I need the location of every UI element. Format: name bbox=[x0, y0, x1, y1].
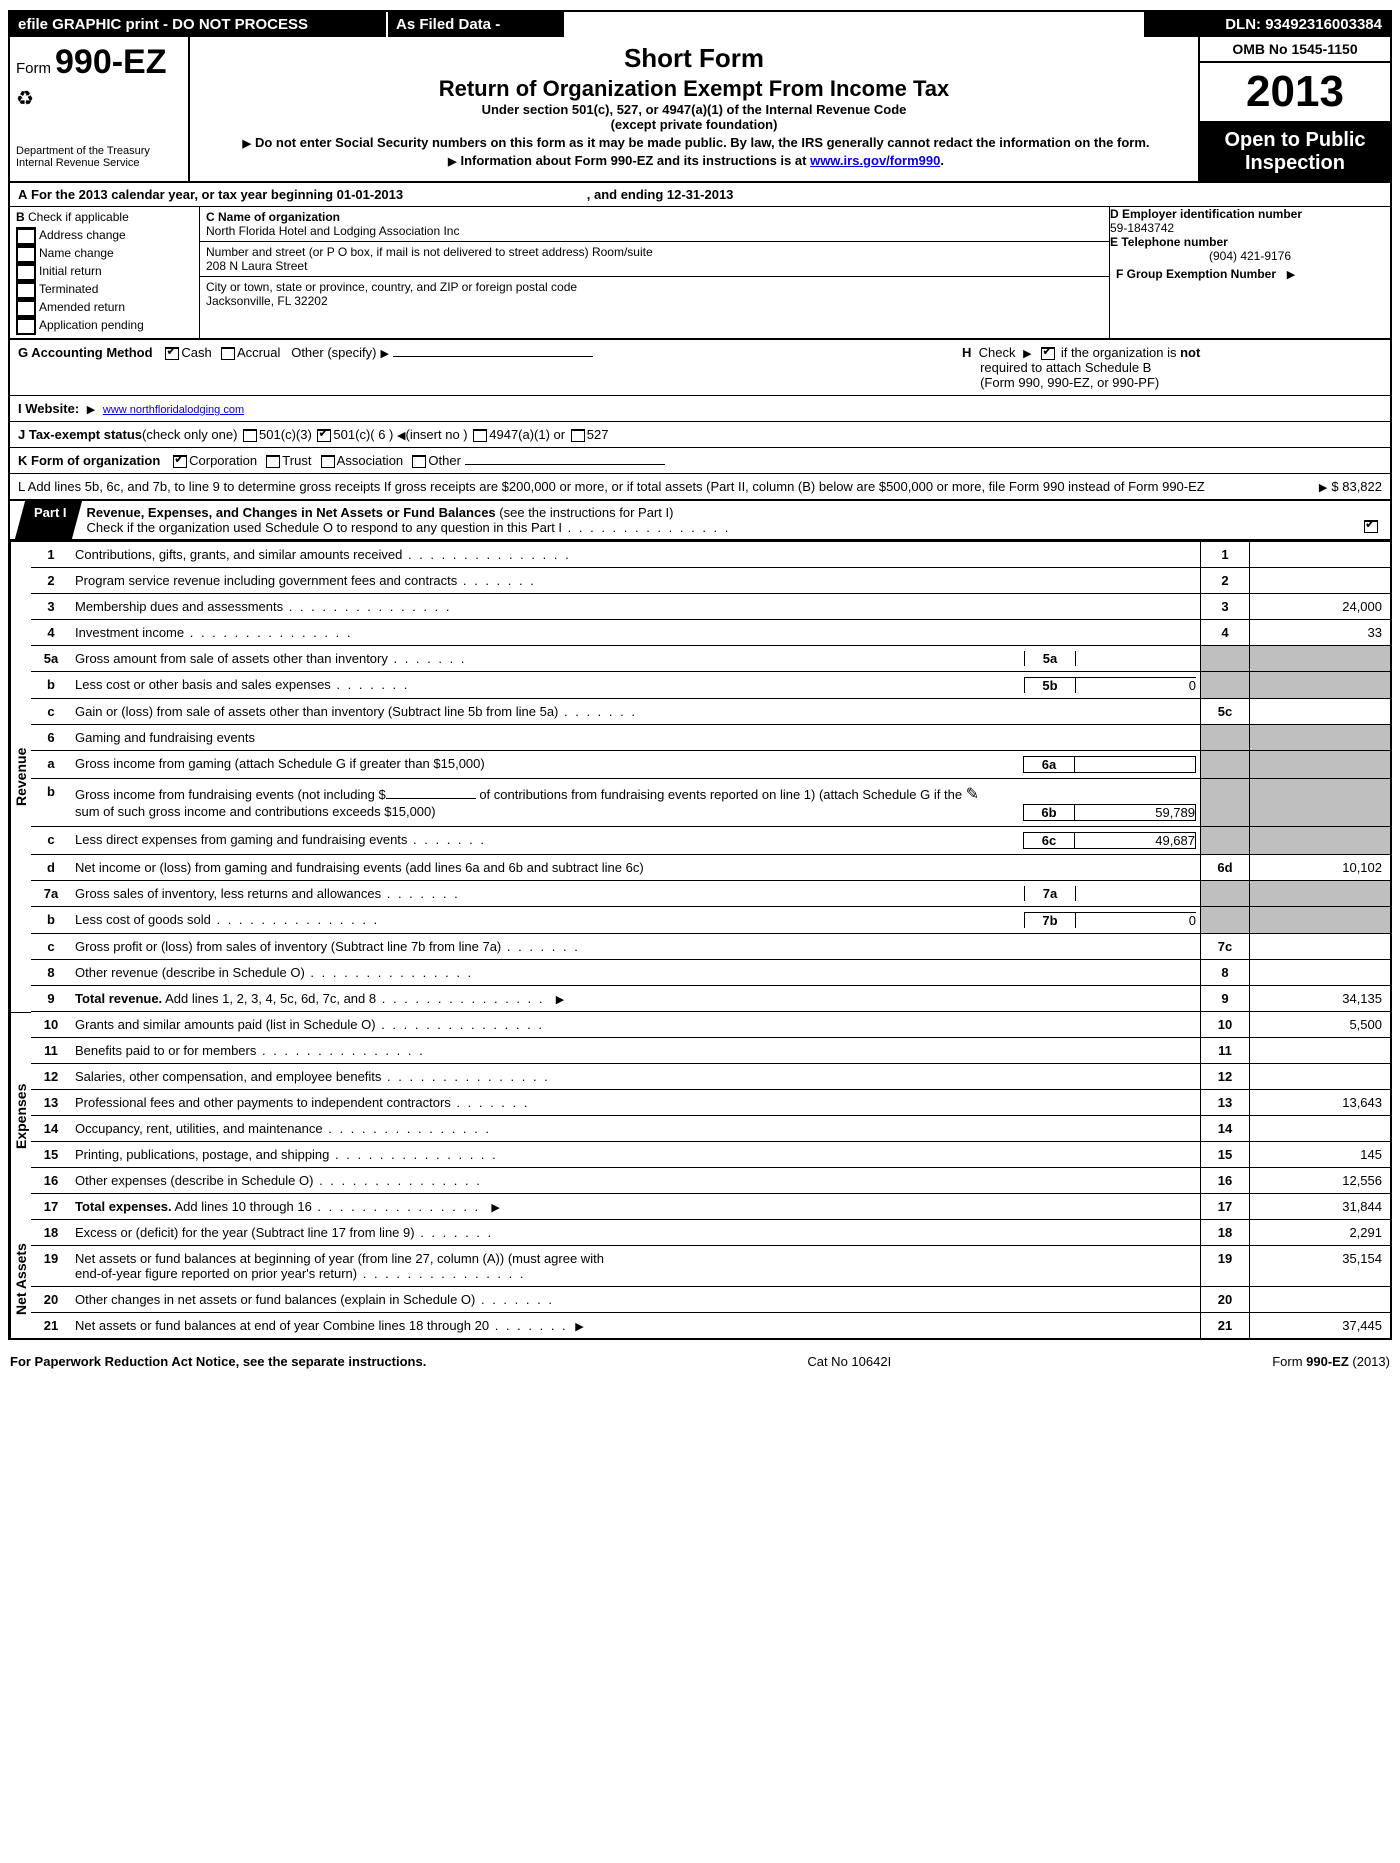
form-word: Form bbox=[16, 60, 51, 77]
chk-cash[interactable] bbox=[165, 347, 179, 360]
dln-text: DLN: 93492316003384 bbox=[1144, 12, 1390, 37]
ein: 59-1843742 bbox=[1110, 221, 1174, 235]
expenses-label: Expenses bbox=[10, 1012, 31, 1220]
except-text: (except private foundation) bbox=[200, 117, 1188, 132]
form-990ez: efile GRAPHIC print - DO NOT PROCESS As … bbox=[8, 10, 1392, 1340]
title-block: Form 990-EZ ♻ Department of the Treasury… bbox=[10, 37, 1390, 183]
val-14 bbox=[1250, 1115, 1390, 1141]
val-15: 145 bbox=[1250, 1141, 1390, 1167]
val-7c bbox=[1250, 933, 1390, 959]
arrow-icon bbox=[444, 153, 460, 168]
efile-text: efile GRAPHIC print - DO NOT PROCESS bbox=[10, 12, 388, 37]
dept-treasury: Department of the Treasury bbox=[16, 145, 182, 157]
line-a: A For the 2013 calendar year, or tax yea… bbox=[10, 183, 1390, 207]
chk-assoc[interactable] bbox=[321, 455, 335, 468]
val-17: 31,844 bbox=[1250, 1193, 1390, 1220]
val-5a bbox=[1075, 651, 1196, 666]
chk-trust[interactable] bbox=[266, 455, 280, 468]
phone: (904) 421-9176 bbox=[1110, 249, 1390, 263]
irs-text: Internal Revenue Service bbox=[16, 157, 182, 169]
val-6b: 59,789 bbox=[1075, 804, 1196, 821]
val-18: 2,291 bbox=[1250, 1220, 1390, 1245]
website-link[interactable]: www northfloridalodging com bbox=[103, 404, 244, 416]
val-16: 12,556 bbox=[1250, 1167, 1390, 1193]
recycle-icon: ♻ bbox=[16, 86, 182, 111]
open-to-public: Open to Public Inspection bbox=[1200, 123, 1390, 181]
part-i-header: Part I Revenue, Expenses, and Changes in… bbox=[10, 499, 1390, 541]
tax-year: 2013 bbox=[1200, 63, 1390, 123]
footer: For Paperwork Reduction Act Notice, see … bbox=[2, 1350, 1398, 1373]
chk-501c3[interactable] bbox=[243, 429, 257, 442]
form-number: 990-EZ bbox=[55, 43, 167, 82]
ssn-warning: Do not enter Social Security numbers on … bbox=[255, 135, 1150, 150]
org-street: 208 N Laura Street bbox=[206, 259, 307, 273]
short-form: Short Form bbox=[200, 43, 1188, 74]
val-6c: 49,687 bbox=[1075, 832, 1196, 849]
chk-501c[interactable] bbox=[317, 429, 331, 442]
chk-terminated[interactable] bbox=[16, 281, 36, 299]
info-text: Information about Form 990-EZ and its in… bbox=[460, 153, 806, 168]
header-info-grid: B Check if applicable Address change Nam… bbox=[10, 207, 1390, 340]
val-5b: 0 bbox=[1075, 677, 1196, 693]
omb-number: OMB No 1545-1150 bbox=[1200, 37, 1390, 63]
chk-other[interactable] bbox=[412, 455, 426, 468]
val-8 bbox=[1250, 959, 1390, 985]
org-name: North Florida Hotel and Lodging Associat… bbox=[206, 224, 459, 238]
arrow-icon bbox=[1283, 267, 1299, 281]
chk-name[interactable] bbox=[16, 245, 36, 263]
b-label: Check if applicable bbox=[28, 210, 129, 224]
netassets-label: Net Assets bbox=[10, 1220, 31, 1338]
val-6d: 10,102 bbox=[1250, 854, 1390, 880]
return-title: Return of Organization Exempt From Incom… bbox=[200, 76, 1188, 102]
chk-schedule-b[interactable] bbox=[1041, 347, 1055, 360]
val-19: 35,154 bbox=[1250, 1245, 1390, 1286]
val-7b: 0 bbox=[1075, 912, 1196, 928]
org-city: Jacksonville, FL 32202 bbox=[206, 294, 328, 308]
chk-schedule-o[interactable] bbox=[1364, 520, 1378, 533]
val-6a bbox=[1075, 756, 1196, 773]
val-11 bbox=[1250, 1037, 1390, 1063]
header-bar: efile GRAPHIC print - DO NOT PROCESS As … bbox=[10, 12, 1390, 37]
val-7a bbox=[1075, 886, 1196, 901]
val-13: 13,643 bbox=[1250, 1089, 1390, 1115]
val-1 bbox=[1250, 541, 1390, 567]
chk-accrual[interactable] bbox=[221, 347, 235, 360]
asfiled-text: As Filed Data - bbox=[388, 12, 564, 37]
revenue-label: Revenue bbox=[10, 541, 31, 1012]
chk-initial[interactable] bbox=[16, 263, 36, 281]
val-5c bbox=[1250, 698, 1390, 724]
val-12 bbox=[1250, 1063, 1390, 1089]
under-section: Under section 501(c), 527, or 4947(a)(1)… bbox=[200, 102, 1188, 117]
val-9: 34,135 bbox=[1250, 985, 1390, 1012]
val-4: 33 bbox=[1250, 619, 1390, 645]
val-10: 5,500 bbox=[1250, 1012, 1390, 1037]
line-l-text: L Add lines 5b, 6c, and 7b, to line 9 to… bbox=[18, 479, 1262, 494]
val-3: 24,000 bbox=[1250, 593, 1390, 619]
val-21: 37,445 bbox=[1250, 1312, 1390, 1338]
chk-4947[interactable] bbox=[473, 429, 487, 442]
gross-receipts: $ 83,822 bbox=[1331, 479, 1382, 494]
chk-527[interactable] bbox=[571, 429, 585, 442]
chk-address[interactable] bbox=[16, 227, 36, 245]
chk-pending[interactable] bbox=[16, 317, 36, 335]
chk-corp[interactable] bbox=[173, 455, 187, 468]
val-2 bbox=[1250, 567, 1390, 593]
val-20 bbox=[1250, 1286, 1390, 1312]
irs-link[interactable]: www.irs.gov/form990 bbox=[810, 153, 940, 168]
arrow-icon bbox=[239, 135, 255, 150]
chk-amended[interactable] bbox=[16, 299, 36, 317]
